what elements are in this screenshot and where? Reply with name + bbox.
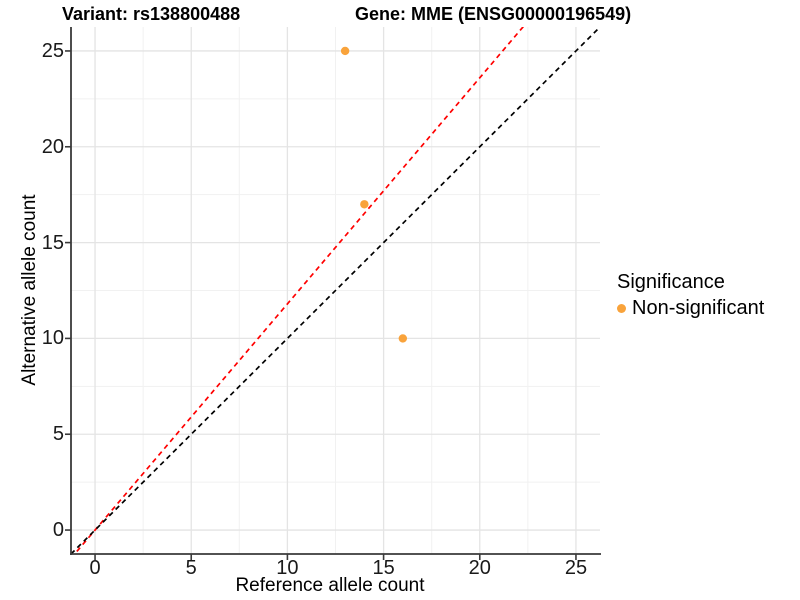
- data-point: [340, 46, 350, 56]
- legend: Significance Non-significant: [617, 271, 764, 320]
- x-tick-label: 25: [564, 557, 588, 579]
- plot-title-gene: Gene: MME (ENSG00000196549): [355, 4, 632, 24]
- x-tick-label: 5: [185, 557, 197, 579]
- y-axis-title: Alternative allele count: [19, 194, 40, 386]
- x-tick-label: 20: [468, 557, 491, 579]
- plot-title-variant: Variant: rs138800488: [62, 4, 241, 24]
- legend-title: Significance: [617, 271, 725, 293]
- legend-item-label: Non-significant: [632, 297, 765, 319]
- x-tick-label: 10: [276, 557, 299, 579]
- y-tick-label: 10: [41, 327, 64, 350]
- legend-point-icon: [617, 304, 626, 313]
- y-tick-label: 20: [41, 135, 64, 158]
- legend-item-non-significant: Non-significant: [617, 297, 764, 320]
- allelic-ratio-line: [73, 27, 525, 554]
- identity-line: [71, 27, 600, 554]
- data-point: [398, 334, 408, 343]
- x-tick-label: 15: [372, 557, 395, 579]
- y-tick-label: 15: [41, 231, 64, 254]
- y-tick-label: 0: [52, 519, 64, 542]
- x-tick-label: 0: [89, 557, 101, 579]
- x-axis-title: Reference allele count: [235, 575, 425, 596]
- data-point: [360, 200, 369, 209]
- y-tick-label: 25: [41, 39, 64, 62]
- y-tick-label: 5: [52, 423, 64, 446]
